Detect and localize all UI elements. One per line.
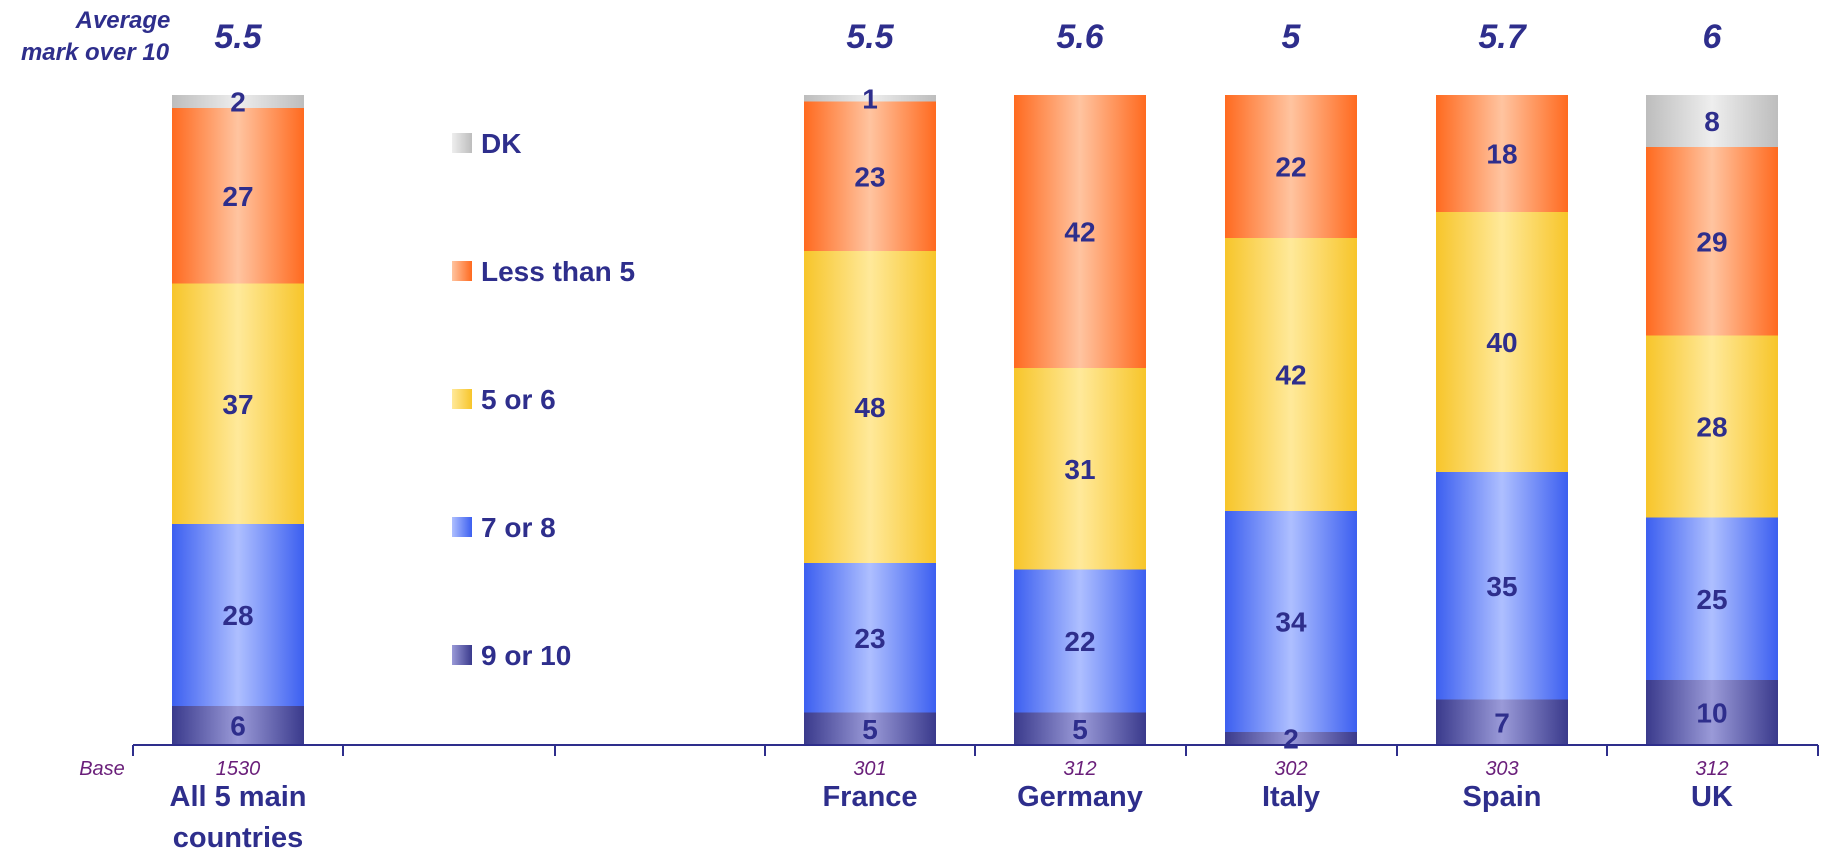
base-title: Base: [79, 758, 125, 780]
data-label-italy-less-than-5: 22: [1275, 152, 1306, 183]
data-label-germany-5-or-6: 31: [1064, 454, 1095, 485]
data-label-all-5-main-countries-9-or-10: 6: [230, 711, 246, 742]
data-label-germany-7-or-8: 22: [1064, 626, 1095, 657]
bar-segment-france-dk: [804, 95, 936, 102]
data-label-uk-dk: 8: [1704, 106, 1720, 137]
x-axis: [132, 744, 1819, 756]
bar-segment-france-7-or-8: [804, 563, 936, 713]
average-mark-germany: 5.6: [1056, 18, 1104, 56]
legend-label-5-or-6: 5 or 6: [481, 384, 556, 415]
legend-label-dk: DK: [481, 128, 521, 159]
average-mark-france: 5.5: [846, 18, 894, 56]
data-label-italy-5-or-6: 42: [1275, 360, 1306, 391]
bar-segment-all-5-main-countries-9-or-10: [172, 706, 304, 745]
bar-segment-uk-7-or-8: [1646, 517, 1778, 680]
data-label-spain-less-than-5: 18: [1486, 139, 1517, 170]
bar-segment-france-9-or-10: [804, 712, 936, 745]
data-label-all-5-main-countries-7-or-8: 28: [222, 600, 253, 631]
base-value-uk: 312: [1695, 758, 1728, 780]
bar-segment-spain-7-or-8: [1436, 472, 1568, 700]
category-label-spain: Spain: [1463, 781, 1542, 813]
data-label-france-7-or-8: 23: [854, 623, 885, 654]
category-label-italy: Italy: [1262, 781, 1320, 813]
data-label-italy-9-or-10: 2: [1283, 724, 1299, 755]
data-label-all-5-main-countries-less-than-5: 27: [222, 181, 253, 212]
bar-segment-italy-5-or-6: [1225, 238, 1357, 511]
bar-segment-germany-5-or-6: [1014, 368, 1146, 570]
data-label-germany-9-or-10: 5: [1072, 714, 1088, 745]
bar-segment-france-5-or-6: [804, 251, 936, 563]
bar-segment-germany-less-than-5: [1014, 95, 1146, 368]
base-value-germany: 312: [1063, 758, 1096, 780]
category-label-uk: UK: [1691, 781, 1733, 813]
data-label-france-5-or-6: 48: [854, 392, 885, 423]
legend-label-7-or-8: 7 or 8: [481, 512, 556, 543]
category-label-all-5-main-countries: All 5 main: [170, 781, 307, 813]
data-label-spain-5-or-6: 40: [1486, 327, 1517, 358]
category-label-all-5-main-countries: countries: [173, 822, 304, 852]
bar-segment-spain-5-or-6: [1436, 212, 1568, 472]
bar-segment-all-5-main-countries-5-or-6: [172, 283, 304, 524]
legend-swatch-7-or-8: [452, 517, 472, 537]
data-label-france-less-than-5: 23: [854, 161, 885, 192]
data-label-uk-less-than-5: 29: [1696, 226, 1727, 257]
data-label-all-5-main-countries-dk: 2: [230, 87, 246, 118]
legend-swatch-5-or-6: [452, 389, 472, 409]
data-label-italy-7-or-8: 34: [1275, 607, 1307, 638]
data-label-all-5-main-countries-5-or-6: 37: [222, 389, 253, 420]
average-title-line-2: mark over 10: [21, 39, 170, 66]
bar-segment-all-5-main-countries-7-or-8: [172, 524, 304, 706]
bar-segment-italy-less-than-5: [1225, 95, 1357, 238]
bar-segment-france-less-than-5: [804, 101, 936, 251]
legend-label-less-than-5: Less than 5: [481, 256, 635, 287]
average-mark-all-5-main-countries: 5.5: [214, 18, 262, 56]
bar-segment-italy-7-or-8: [1225, 511, 1357, 732]
bar-segment-germany-9-or-10: [1014, 712, 1146, 745]
legend: DK Less than 5 5 or 6 7 or 8 9 or 10: [452, 128, 635, 671]
legend-label-9-or-10: 9 or 10: [481, 640, 571, 671]
data-label-france-9-or-10: 5: [862, 714, 878, 745]
base-value-spain: 303: [1485, 758, 1518, 780]
bar-segment-uk-5-or-6: [1646, 335, 1778, 518]
bar-segment-all-5-main-countries-less-than-5: [172, 108, 304, 284]
bar-segment-uk-9-or-10: [1646, 680, 1778, 745]
base-value-all-5-main-countries: 1530: [216, 758, 261, 780]
bar-segment-germany-7-or-8: [1014, 569, 1146, 713]
legend-swatch-9-or-10: [452, 645, 472, 665]
category-label-france: France: [822, 781, 917, 813]
average-mark-spain: 5.7: [1478, 18, 1527, 56]
average-mark-italy: 5: [1282, 18, 1302, 56]
average-title-line-1: Average: [75, 7, 171, 34]
data-label-spain-9-or-10: 7: [1494, 707, 1510, 738]
bar-segment-all-5-main-countries-dk: [172, 95, 304, 108]
data-label-germany-less-than-5: 42: [1064, 217, 1095, 248]
base-value-italy: 302: [1274, 758, 1307, 780]
data-label-uk-9-or-10: 10: [1696, 698, 1727, 729]
base-value-france: 301: [853, 758, 886, 780]
data-label-uk-5-or-6: 28: [1696, 412, 1727, 443]
average-mark-uk: 6: [1703, 18, 1723, 56]
category-label-germany: Germany: [1017, 781, 1143, 813]
legend-swatch-less-than-5: [452, 261, 472, 281]
bar-segment-uk-less-than-5: [1646, 147, 1778, 336]
data-label-spain-7-or-8: 35: [1486, 571, 1517, 602]
bar-segment-uk-dk: [1646, 95, 1778, 147]
legend-swatch-dk: [452, 133, 472, 153]
bar-segment-spain-less-than-5: [1436, 95, 1568, 212]
data-label-france-dk: 1: [862, 83, 878, 114]
data-label-uk-7-or-8: 25: [1696, 584, 1727, 615]
bar-segment-italy-9-or-10: [1225, 732, 1357, 745]
bar-segment-spain-9-or-10: [1436, 699, 1568, 745]
bars-layer: [172, 95, 1778, 745]
